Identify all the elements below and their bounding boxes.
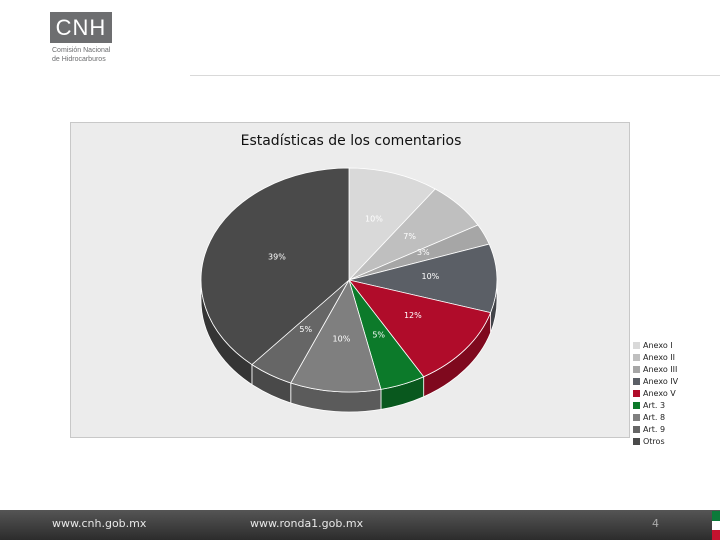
legend-label: Anexo III xyxy=(643,365,678,374)
legend-swatch xyxy=(633,438,640,445)
pie-chart: 10% 7%3% 10% 12% 5% 10% 5% 39% xyxy=(200,167,498,413)
pie-slices xyxy=(200,167,498,393)
legend-swatch xyxy=(633,342,640,349)
page-number: 4 xyxy=(652,517,659,530)
pie-slice-art-8 xyxy=(290,278,382,393)
legend-swatch xyxy=(633,366,640,373)
chart-area: Estadísticas de los comentarios 10% 7% 3% 1… xyxy=(70,122,678,446)
pie-slice-otros xyxy=(200,167,350,366)
legend-item-otros: Otros xyxy=(633,437,665,446)
legend-label: Art. 3 xyxy=(643,401,666,410)
legend-item-art-9: Art. 9 xyxy=(633,425,665,434)
legend-item-anexo-i: Anexo I xyxy=(633,341,673,350)
footer-link-ronda1[interactable]: www.ronda1.gob.mx xyxy=(250,517,364,530)
flag-icon xyxy=(712,511,720,540)
legend-item-anexo-v: Anexo V xyxy=(633,389,676,398)
data-label-anexo-v: 12% xyxy=(404,311,422,320)
data-label-anexo-iii: 3% xyxy=(417,248,430,257)
legend-swatch xyxy=(633,426,640,433)
pie-labels: 10% 7%3% 10% 12% 5% 10% 5% 39% xyxy=(268,214,440,343)
pie-slice-anexo-i xyxy=(348,167,436,282)
legend-item-anexo-iv: Anexo IV xyxy=(633,377,678,386)
legend-label: Anexo II xyxy=(643,353,675,362)
data-label-anexo-iv: 10% xyxy=(421,272,439,281)
legend-label: Otros xyxy=(643,437,665,446)
legend-label: Anexo IV xyxy=(643,377,679,386)
logo-mark: CNH xyxy=(50,12,112,43)
header-divider xyxy=(190,75,720,76)
legend-label: Anexo V xyxy=(643,389,676,398)
data-label-art-8: 10% xyxy=(333,334,351,343)
legend-label: Art. 8 xyxy=(643,413,666,422)
cnh-logo: CNH Comisión Nacional de Hidrocarburos xyxy=(50,12,114,66)
footer-bar: www.cnh.gob.mx www.ronda1.gob.mx 4 xyxy=(0,510,720,540)
logo-subtitle-line2: de Hidrocarburos xyxy=(52,56,106,63)
data-label-anexo-ii: 7% xyxy=(403,232,416,241)
data-label-anexo-i: 10% xyxy=(365,214,383,223)
legend-swatch xyxy=(633,390,640,397)
data-label-otros: 39% xyxy=(268,253,286,262)
chart-title: Estadísticas de los comentarios xyxy=(240,133,462,149)
legend-item-art-3: Art. 3 xyxy=(633,401,665,410)
pie-slice-anexo-iv xyxy=(348,243,498,314)
legend-swatch xyxy=(633,378,640,385)
logo-subtitle-line1: Comisión Nacional xyxy=(52,47,111,54)
pie-slice-anexo-v xyxy=(347,279,492,378)
legend-item-anexo-ii: Anexo II xyxy=(633,353,675,362)
legend-swatch xyxy=(633,414,640,421)
legend-item-art-8: Art. 8 xyxy=(633,413,665,422)
data-label-art-9: 5% xyxy=(299,325,312,334)
legend-swatch xyxy=(633,402,640,409)
legend-item-anexo-iii: Anexo III xyxy=(633,365,677,374)
legend-label: Art. 9 xyxy=(643,425,666,434)
footer-link-cnh[interactable]: www.cnh.gob.mx xyxy=(52,517,147,530)
data-label-art-3: 5% xyxy=(372,330,385,339)
legend-label: Anexo I xyxy=(643,341,673,350)
legend-swatch xyxy=(633,354,640,361)
